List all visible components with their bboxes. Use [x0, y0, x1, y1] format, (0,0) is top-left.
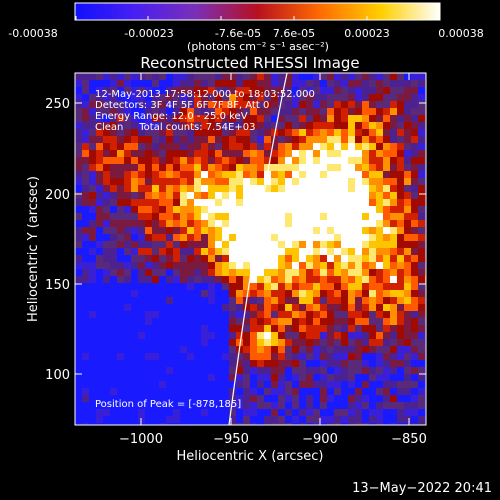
solar-limb: [228, 73, 288, 425]
x-tick-label: −900: [302, 432, 338, 447]
axis-ticks: [75, 73, 426, 425]
x-axis-label: Heliocentric X (arcsec): [177, 449, 324, 464]
peak-position-label: Position of Peak = [-878,185]: [95, 399, 241, 410]
plot-frame: [74, 72, 427, 426]
info-line-clean: Clean Total counts: 7.54E+03: [95, 122, 255, 133]
colorbar: [74, 2, 441, 21]
colorbar-ticks: [75, 16, 440, 20]
info-line-energy: Energy Range: 12.0 - 25.0 keV: [95, 111, 248, 122]
info-line-time: 12-May-2013 17:58:12.000 to 18:03:52.000: [95, 89, 315, 100]
colorbar-tick-label: 0.00023: [344, 27, 390, 40]
x-tick-label: −850: [391, 432, 427, 447]
y-tick-label: 150: [45, 278, 70, 293]
y-tick-label: 100: [45, 368, 70, 383]
x-tick-label: −1000: [119, 432, 163, 447]
plot-title: Reconstructed RHESSI Image: [140, 54, 359, 72]
colorbar-tick-label: 7.6e-05: [273, 27, 315, 40]
colorbar-tick-label: -0.00038: [8, 27, 57, 40]
colorbar-tick-label: -7.6e-05: [215, 27, 261, 40]
colorbar-tick-label: -0.00023: [124, 27, 173, 40]
x-tick-label: −950: [213, 432, 249, 447]
colorbar-units: (photons cm⁻² s⁻¹ asec⁻²): [187, 40, 329, 53]
y-axis-label: Heliocentric Y (arcsec): [26, 176, 41, 322]
info-line-detectors: Detectors: 3F 4F 5F 6F 7F 8F, Att 0: [95, 100, 269, 111]
rhessi-image: [75, 73, 426, 425]
footer-timestamp: 13−May−2022 20:41: [352, 481, 492, 496]
colorbar-tick-label: 0.00038: [438, 27, 484, 40]
y-tick-label: 200: [45, 188, 70, 203]
y-tick-label: 250: [45, 97, 70, 112]
